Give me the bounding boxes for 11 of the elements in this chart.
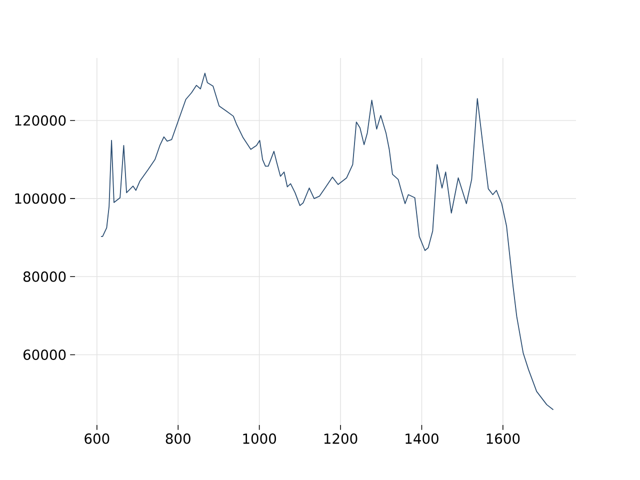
x-tick-label: 1000 xyxy=(243,433,276,444)
x-tick-label: 1600 xyxy=(486,433,520,444)
y-tick-label: 60000 xyxy=(23,349,66,360)
y-tick-label: 120000 xyxy=(15,115,66,126)
y-tick-label: 100000 xyxy=(15,193,66,204)
x-tick-label: 1400 xyxy=(406,433,438,444)
y-tick-label: 80000 xyxy=(23,271,66,282)
x-tick-label: 600 xyxy=(84,433,110,444)
x-tick-label: 1200 xyxy=(324,433,358,444)
x-tick-label: 800 xyxy=(166,433,190,444)
line-series xyxy=(100,72,554,410)
